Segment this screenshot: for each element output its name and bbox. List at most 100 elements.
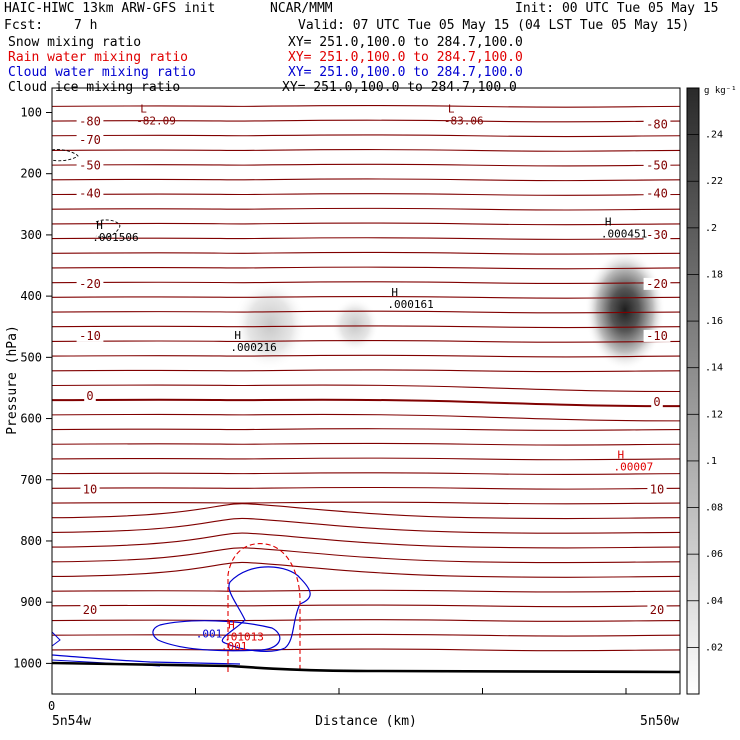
isotherm-line: [51, 648, 681, 652]
snow-contour-west: [51, 149, 79, 162]
field-xy-snow: XY= 251.0,100.0 to 284.7,100.0: [288, 35, 523, 50]
isotherm-line: [51, 178, 681, 182]
y-axis-label: Pressure (hPa): [5, 325, 20, 435]
isotherm-line: [51, 501, 681, 505]
contour-label-bg: [84, 389, 96, 402]
isotherm-line: [51, 325, 681, 329]
colorbar: [686, 87, 700, 695]
contour-label-bg: [643, 187, 671, 200]
colorbar-tick-label: .22: [705, 176, 723, 187]
contour-label-bg: [76, 187, 104, 200]
isotherm-line: [51, 266, 681, 270]
isotherm-line: [51, 633, 681, 637]
isotherm-label: -50: [79, 159, 101, 173]
isotherm-label: -20: [79, 277, 101, 291]
contour-label-bg: [76, 329, 104, 342]
isotherm-line: [51, 163, 681, 167]
isotherm-label: -70: [79, 133, 101, 147]
extremum-value: -83.06: [444, 114, 484, 127]
y-tick-label: 200: [20, 167, 42, 181]
cloud-water-contour-main: [221, 566, 311, 652]
extremum-kind: H: [605, 216, 612, 229]
isotherm-label: 10: [83, 483, 97, 497]
contour-label-bg: [76, 277, 104, 290]
contour-label-bg: [647, 604, 667, 617]
ice-shading-west: [233, 280, 307, 370]
org-label: NCAR/MMM: [270, 1, 333, 16]
contour-label-bg: [651, 396, 663, 409]
chart-title: HAIC-HIWC 13km ARW-GFS init: [4, 1, 216, 16]
colorbar-tick-label: .16: [705, 316, 723, 327]
extremum-value: .001506: [92, 231, 138, 244]
pressure-axis: 100 200 300 400 500 600 700 800 900 1000: [13, 105, 52, 670]
contour-labels: -80 -80 -70 -50 -50 -40 -40 -30 -20 -20 -10 -10 0 0 10…: [76, 102, 671, 653]
isotherm-label: -10: [646, 329, 668, 343]
contour-label-bg: [643, 228, 671, 241]
fcst-label: Fcst:: [4, 18, 44, 33]
isotherm-label: 10: [650, 483, 664, 497]
isotherm-line: [51, 589, 681, 593]
isotherm-line: [51, 561, 681, 578]
extremum-value: .000451: [601, 228, 647, 241]
isotherm-line: [51, 442, 681, 446]
isotherm-line: [51, 619, 681, 622]
x-axis-label: Distance (km): [315, 714, 417, 729]
init-time: Init: 00 UTC Tue 05 May 15: [515, 1, 719, 16]
extremum-kind: L: [140, 102, 147, 115]
x-left-label: 5n54w: [52, 714, 91, 729]
valid-time: Valid: 07 UTC Tue 05 May 15 (04 LST Tue …: [298, 18, 690, 33]
isotherm-line: [51, 281, 681, 285]
contour-label-bg: [643, 159, 671, 172]
extremum-kind: H: [228, 619, 235, 632]
colorbar-tick-label: .08: [705, 503, 723, 514]
colorbar-tick-label: .02: [705, 642, 723, 653]
colorbar-unit: g kg⁻¹: [704, 86, 737, 96]
isotherm-line: [51, 547, 681, 564]
colorbar-tick-label: .06: [705, 549, 723, 560]
rain-water-contour: [227, 543, 301, 672]
isotherm-line: [51, 104, 681, 108]
y-tick-label: 600: [20, 412, 42, 426]
temperature-contours: [51, 104, 681, 652]
isotherm-line: [51, 517, 681, 534]
extremum-kind: H: [96, 219, 103, 232]
colorbar-tick-label: .2: [705, 223, 717, 234]
isotherm-label: 20: [83, 603, 97, 617]
extremum-value: -82.09: [136, 114, 176, 127]
field-xy-rain: XY= 251.0,100.0 to 284.7,100.0: [288, 50, 523, 65]
isotherm-line: [51, 251, 681, 255]
snow-contour-upper: [95, 219, 121, 238]
field-xy-cloud-water: XY= 251.0,100.0 to 284.7,100.0: [288, 65, 523, 80]
colorbar-tick-label: .14: [705, 363, 723, 374]
isotherm-line: [51, 354, 681, 358]
mixing-ratio-label: .001: [221, 640, 248, 653]
isotherm-label: -20: [646, 277, 668, 291]
mixing-ratio-label: .001: [196, 628, 223, 641]
y-tick-label: 100: [20, 105, 42, 119]
contour-label-bg: [76, 115, 104, 128]
contour-label-bg: [80, 483, 100, 496]
ice-shading-center: [331, 298, 379, 352]
isotherm-line: [51, 237, 681, 241]
contour-label-bg: [643, 277, 671, 290]
cloud-water-contour-surface: [51, 654, 241, 665]
y-tick-label: 1000: [13, 656, 42, 670]
isotherm-line: [51, 339, 681, 343]
isotherm-label: 0: [653, 395, 660, 409]
isotherm-line: [51, 486, 681, 490]
isotherm-label: -40: [646, 186, 668, 200]
isotherm-line: [51, 413, 681, 422]
y-tick-label: 700: [20, 473, 42, 487]
isotherm-line: [51, 369, 681, 373]
isotherm-label: 0: [86, 389, 93, 403]
isotherm-line: [51, 295, 681, 299]
isotherm-label: -10: [79, 329, 101, 343]
isotherm-line: [51, 207, 681, 211]
contour-label-bg: [647, 483, 667, 496]
contour-label-bg: [76, 159, 104, 172]
plot-frame: [51, 87, 681, 695]
contour-label-bg: [80, 604, 100, 617]
colorbar-tick-label: .24: [705, 130, 723, 141]
isotherm-line: [51, 428, 681, 432]
